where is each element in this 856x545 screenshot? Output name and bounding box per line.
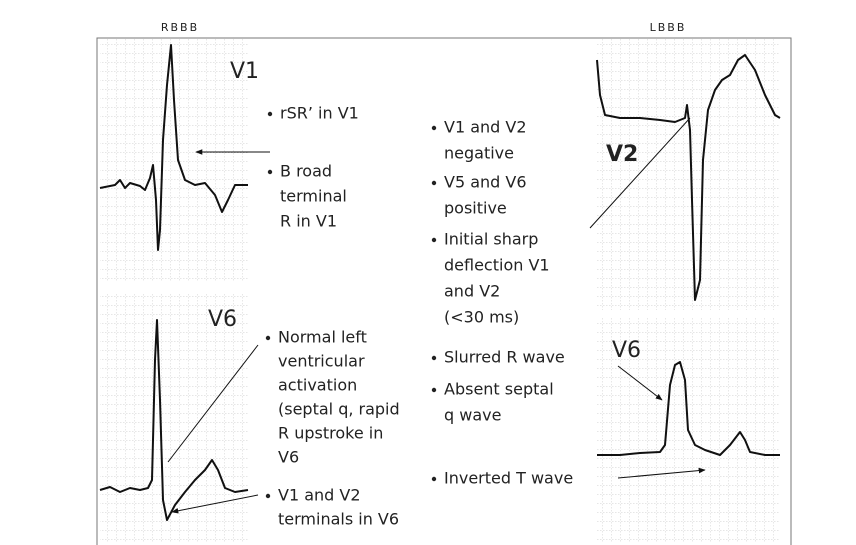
lead-label: V2 <box>606 142 638 167</box>
note-text: positive <box>444 199 507 218</box>
note-text: (<30 ms) <box>444 308 519 327</box>
note-text: V5 and V6 <box>444 173 527 192</box>
note-text: and V2 <box>444 282 500 301</box>
bullet <box>266 336 270 340</box>
lead-label: V1 <box>230 59 259 84</box>
note-text: Absent septal <box>444 380 554 399</box>
lead-label: V6 <box>208 307 237 332</box>
bullet <box>432 181 436 185</box>
note-text: Initial sharp <box>444 230 538 249</box>
note-text: rSR’ in V1 <box>280 104 359 123</box>
note-text: V1 and V2 <box>278 486 361 505</box>
section-title: RBBB <box>161 21 199 34</box>
bullet <box>432 356 436 360</box>
note-text: activation <box>278 376 357 395</box>
lead-label: V6 <box>612 338 641 363</box>
note-text: ventricular <box>278 352 365 371</box>
figure: RBBB LBBB V1 V6 V2 V6 rSR’ in V1 B road te… <box>0 0 856 545</box>
note-text: B road <box>280 162 332 181</box>
bullet <box>432 126 436 130</box>
note-text: (septal q, rapid <box>278 400 400 419</box>
note-text: q wave <box>444 406 501 425</box>
note-text: terminals in V6 <box>278 510 399 529</box>
note-text: R upstroke in <box>278 424 383 443</box>
bullet <box>268 112 272 116</box>
note-text: V1 and V2 <box>444 118 527 137</box>
ecg-panel <box>100 38 248 282</box>
note-text: deflection V1 <box>444 256 550 275</box>
note-text: Inverted T wave <box>444 469 573 488</box>
bullet <box>268 170 272 174</box>
bullet <box>432 477 436 481</box>
note-text: negative <box>444 144 514 163</box>
note-text: Normal left <box>278 328 367 347</box>
note-text: V6 <box>278 448 299 467</box>
bullet <box>266 494 270 498</box>
note-text: R in V1 <box>280 212 337 231</box>
bullet <box>432 238 436 242</box>
note-text: Slurred R wave <box>444 348 565 367</box>
bullet <box>432 388 436 392</box>
section-title: LBBB <box>650 21 687 34</box>
ecg-panel <box>597 38 780 310</box>
note-text: terminal <box>280 187 347 206</box>
